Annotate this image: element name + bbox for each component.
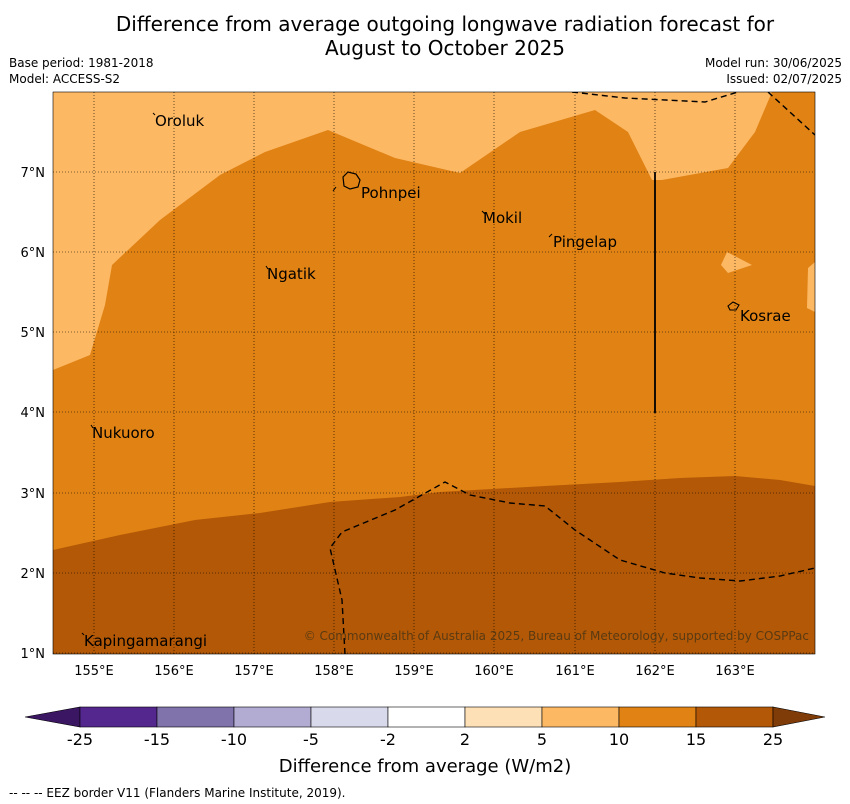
kosrae-island: [727, 301, 740, 311]
title-line-2: August to October 2025: [324, 36, 566, 60]
atoll-marks: [81, 112, 553, 636]
lat-label: 3°N: [21, 487, 46, 502]
lon-label: 158°E: [314, 664, 354, 679]
colorbar-tick-label: -2: [380, 730, 396, 749]
colorbar-tick-label: -15: [144, 730, 170, 749]
patch-5-10-b: [807, 262, 815, 312]
lat-label: 2°N: [21, 567, 46, 582]
colorbar-segment: [695, 706, 774, 728]
longitude-labels: 155°E 156°E 157°E 158°E 159°E 160°E 161°E 162°E…: [74, 664, 755, 679]
pohnpei-island: [342, 171, 361, 190]
latitude-labels: 7°N 6°N 5°N 4°N 3°N 2°N 1°N: [21, 166, 46, 662]
colorbar-tick-label: 15: [686, 730, 706, 749]
colorbar-title: Difference from average (W/m2): [279, 756, 571, 777]
map-frame: [52, 91, 816, 655]
colorbar-extend-low: [24, 706, 81, 728]
graticule: [53, 92, 815, 654]
colorbar-tick-label: 2: [460, 730, 470, 749]
lat-label: 6°N: [21, 246, 46, 261]
lon-label: 160°E: [474, 664, 514, 679]
lat-label: 7°N: [21, 166, 46, 181]
lon-label: 162°E: [635, 664, 675, 679]
colorbar-tick-label: -25: [67, 730, 93, 749]
label-ngatik: Ngatik: [267, 265, 316, 283]
colorbar-tick-label: 5: [537, 730, 547, 749]
lon-label: 161°E: [555, 664, 595, 679]
lon-label: 159°E: [394, 664, 434, 679]
issued-date: Issued: 02/07/2025: [726, 72, 842, 86]
eez-borders: [329, 92, 815, 654]
colorbar-segment: [387, 706, 466, 728]
colorbar-tick-label: 25: [763, 730, 783, 749]
colorbar: -25 -15 -10 -5 -2 2 5 10 15 25: [24, 706, 826, 749]
map-area: Oroluk Pohnpei Mokil Pingelap Ngatik Kos…: [53, 92, 815, 654]
colorbar-tick-label: 10: [609, 730, 629, 749]
copyright-notice: © Commonwealth of Australia 2025, Bureau…: [304, 629, 809, 643]
lat-label: 5°N: [21, 326, 46, 341]
lon-label: 155°E: [74, 664, 114, 679]
colorbar-segment: [310, 706, 389, 728]
lat-label: 1°N: [21, 647, 46, 662]
lon-label: 163°E: [715, 664, 755, 679]
pohnpei-reef: [332, 186, 337, 192]
meta-right: Model run: 30/06/2025 Issued: 02/07/2025: [705, 55, 842, 87]
colorbar-segment: [464, 706, 543, 728]
lon-label: 157°E: [234, 664, 274, 679]
label-nukuoro: Nukuoro: [92, 424, 155, 442]
chart-title: Difference from average outgoing longwav…: [0, 12, 850, 60]
colorbar-extend-high: [772, 706, 826, 728]
title-line-1: Difference from average outgoing longwav…: [115, 12, 775, 36]
meta-left: Base period: 1981-2018 Model: ACCESS-S2: [9, 55, 154, 87]
lon-label: 156°E: [154, 664, 194, 679]
band-15-25: [53, 476, 815, 654]
model-name: Model: ACCESS-S2: [9, 72, 121, 86]
colorbar-segment: [541, 706, 620, 728]
label-pohnpei: Pohnpei: [361, 184, 421, 202]
lat-label: 4°N: [21, 406, 46, 421]
colorbar-segment: [156, 706, 235, 728]
colorbar-segment: [79, 706, 158, 728]
label-kapingamarangi: Kapingamarangi: [84, 632, 207, 650]
label-pingelap: Pingelap: [553, 233, 617, 251]
eez-legend-note: -- -- -- EEZ border V11 (Flanders Marine…: [9, 786, 346, 800]
colorbar-tick-label: -10: [221, 730, 247, 749]
colorbar-segment: [618, 706, 697, 728]
colorbar-tick-label: -5: [303, 730, 319, 749]
label-oroluk: Oroluk: [155, 112, 204, 130]
base-period: Base period: 1981-2018: [9, 56, 154, 70]
patch-5-10-a: [721, 252, 752, 273]
colorbar-segment: [233, 706, 312, 728]
model-run: Model run: 30/06/2025: [704, 56, 842, 70]
label-mokil: Mokil: [483, 209, 522, 227]
label-kosrae: Kosrae: [740, 307, 791, 325]
